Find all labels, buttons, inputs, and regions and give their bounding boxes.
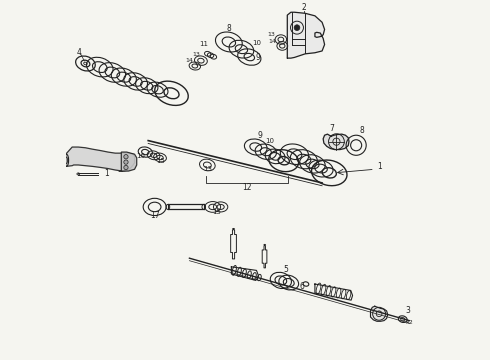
Polygon shape <box>287 12 324 58</box>
Text: 13: 13 <box>267 32 275 37</box>
Text: 11: 11 <box>199 41 208 47</box>
Circle shape <box>124 160 128 164</box>
Text: 3: 3 <box>406 306 411 315</box>
Text: 7: 7 <box>329 123 334 132</box>
Text: 6: 6 <box>300 282 305 291</box>
Circle shape <box>124 154 128 159</box>
Text: 1: 1 <box>377 162 382 171</box>
Text: 12: 12 <box>242 183 251 192</box>
Text: 14: 14 <box>269 39 276 44</box>
Text: 2: 2 <box>301 3 306 12</box>
Polygon shape <box>66 147 135 171</box>
Circle shape <box>294 25 300 31</box>
Text: 9: 9 <box>258 131 263 140</box>
Text: 15: 15 <box>157 158 166 164</box>
Text: 13: 13 <box>192 52 200 57</box>
Text: 15: 15 <box>213 209 221 215</box>
Text: 10: 10 <box>252 40 262 46</box>
Text: 16: 16 <box>137 153 146 159</box>
Text: 14: 14 <box>185 58 193 63</box>
Text: 9: 9 <box>255 53 260 62</box>
Polygon shape <box>323 134 349 149</box>
Text: 10: 10 <box>265 138 274 144</box>
Text: 8: 8 <box>359 126 364 135</box>
Text: 5: 5 <box>283 265 288 274</box>
Text: 13: 13 <box>203 166 213 172</box>
Ellipse shape <box>77 173 80 175</box>
Text: 4: 4 <box>77 48 82 57</box>
Text: 1: 1 <box>104 170 109 179</box>
Circle shape <box>124 165 128 170</box>
Text: x2: x2 <box>405 320 413 325</box>
Polygon shape <box>122 152 137 171</box>
Text: 17: 17 <box>150 211 159 220</box>
Polygon shape <box>370 306 388 321</box>
Text: 8: 8 <box>226 24 231 33</box>
